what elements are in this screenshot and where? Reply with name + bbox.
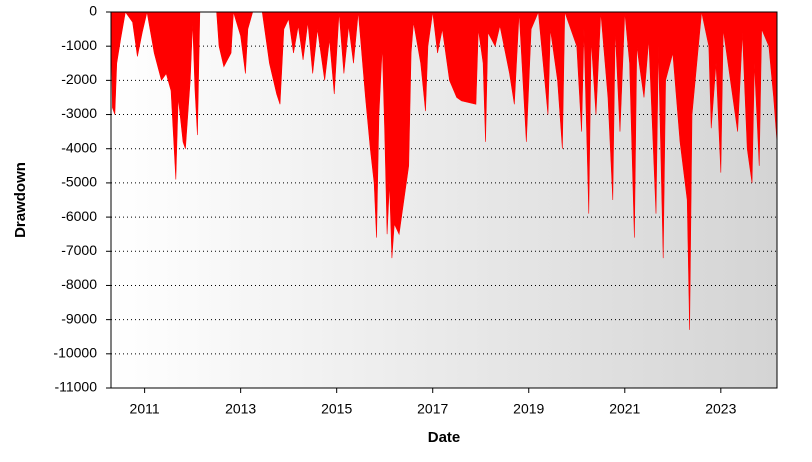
y-tick-label: -10000 [53,345,97,361]
x-tick-label: 2019 [513,401,544,417]
y-tick-label: -7000 [61,242,97,258]
x-tick-label: 2011 [130,401,160,417]
y-tick-label: -1000 [61,37,97,53]
x-axis-label: Date [428,429,461,446]
y-tick-label: -8000 [61,276,97,292]
y-tick-label: -5000 [61,174,97,190]
x-tick-label: 2021 [609,401,640,417]
y-axis-label: Drawdown [12,162,29,238]
x-tick-label: 2017 [417,401,448,417]
x-tick-label: 2013 [225,401,256,417]
x-tick-label: 2023 [705,401,736,417]
y-tick-label: -3000 [61,105,97,121]
x-tick-label: 2015 [321,401,352,417]
y-tick-label: 0 [89,3,97,19]
y-tick-label: -4000 [61,139,97,155]
drawdown-area [110,11,778,330]
plot-frame [110,11,778,389]
y-tick-label: -2000 [61,71,97,87]
y-tick-label: -9000 [61,310,97,326]
y-tick-label: -11000 [54,379,97,395]
y-tick-label: -6000 [61,208,97,224]
